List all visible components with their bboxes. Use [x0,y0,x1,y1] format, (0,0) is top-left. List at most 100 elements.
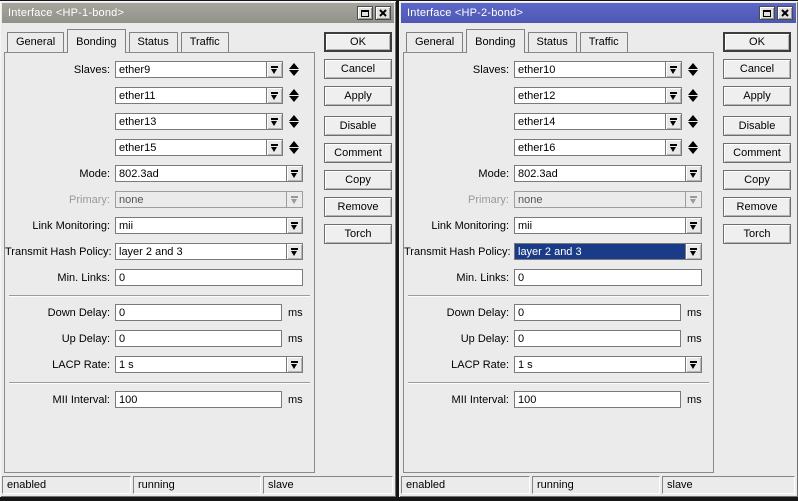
slaves-row-4 [5,139,314,156]
tab-status[interactable]: Status [527,32,577,52]
slaves-input-2[interactable] [115,87,267,104]
close-button[interactable] [777,6,793,20]
copy-button[interactable]: Copy [723,170,791,190]
up-delay-input[interactable] [514,330,681,347]
slaves-dropdown-button-4[interactable] [665,139,682,156]
dropdown-icon [291,247,298,256]
slaves-updown-spinner-1[interactable] [685,61,701,78]
primary-label: Primary: [468,193,509,206]
dropdown-icon [670,91,677,100]
titlebar[interactable]: Interface <HP-2-bond> [401,3,796,23]
cancel-button[interactable]: Cancel [324,59,392,79]
up-arrow-icon [688,141,698,147]
slaves-input-3[interactable] [514,113,666,130]
transmit-hash-policy-dropdown-button[interactable] [286,243,303,260]
mode-input[interactable] [115,165,287,182]
slaves-updown-spinner-3[interactable] [286,113,302,130]
transmit-hash-policy-label: Transmit Hash Policy: [5,245,112,258]
remove-button[interactable]: Remove [723,197,791,217]
copy-button[interactable]: Copy [324,170,392,190]
mii-interval-input[interactable] [115,391,282,408]
link-monitoring-dropdown-button[interactable] [286,217,303,234]
mii-interval-row: MII Interval: ms [404,391,713,408]
slaves-input-2[interactable] [514,87,666,104]
transmit-hash-policy-input[interactable] [514,243,686,260]
slaves-dropdown-button-2[interactable] [266,87,283,104]
disable-button[interactable]: Disable [723,116,791,136]
up-delay-input[interactable] [115,330,282,347]
mii-interval-label: MII Interval: [451,393,509,406]
link-monitoring-input[interactable] [115,217,287,234]
tab-general[interactable]: General [7,32,65,52]
maximize-button[interactable] [759,6,775,20]
tab-traffic[interactable]: Traffic [579,32,628,52]
tab-general[interactable]: General [406,32,464,52]
lacp-rate-input[interactable] [115,356,287,373]
slaves-updown-spinner-4[interactable] [685,139,701,156]
mode-input[interactable] [514,165,686,182]
comment-button[interactable]: Comment [723,143,791,163]
transmit-hash-policy-dropdown-button[interactable] [685,243,702,260]
remove-button[interactable]: Remove [324,197,392,217]
slaves-row-2 [404,87,713,104]
maximize-button[interactable] [357,6,373,20]
dropdown-icon [690,360,697,369]
apply-button[interactable]: Apply [723,86,791,106]
tab-status[interactable]: Status [128,32,178,52]
slaves-updown-spinner-2[interactable] [286,87,302,104]
tab-bonding[interactable]: Bonding [67,29,126,53]
slaves-input-3[interactable] [115,113,267,130]
lacp-rate-dropdown-button[interactable] [685,356,702,373]
down-delay-input[interactable] [115,304,282,321]
maximize-icon [361,9,369,17]
primary-dropdown-button [685,191,702,208]
tab-traffic[interactable]: Traffic [180,32,229,52]
dropdown-icon [291,360,298,369]
transmit-hash-policy-row: Transmit Hash Policy: [5,243,314,260]
up-delay-unit: ms [687,332,702,345]
lacp-rate-dropdown-button[interactable] [286,356,303,373]
lacp-rate-row: LACP Rate: [5,356,314,373]
lacp-rate-input[interactable] [514,356,686,373]
slaves-dropdown-button-3[interactable] [665,113,682,130]
slaves-dropdown-button-1[interactable] [266,61,283,78]
link-monitoring-dropdown-button[interactable] [685,217,702,234]
link-monitoring-input[interactable] [514,217,686,234]
mode-dropdown-button[interactable] [685,165,702,182]
slaves-updown-spinner-3[interactable] [685,113,701,130]
slaves-updown-spinner-4[interactable] [286,139,302,156]
slaves-input-1[interactable] [115,61,267,78]
ok-button[interactable]: OK [324,32,392,52]
transmit-hash-policy-row: Transmit Hash Policy: [404,243,713,260]
transmit-hash-policy-input[interactable] [115,243,287,260]
min-links-input[interactable] [514,269,702,286]
slaves-input-4[interactable] [115,139,267,156]
slaves-updown-spinner-1[interactable] [286,61,302,78]
torch-button[interactable]: Torch [324,224,392,244]
mii-interval-input[interactable] [514,391,681,408]
ok-button[interactable]: OK [723,32,791,52]
mode-label: Mode: [79,167,110,180]
slaves-dropdown-button-3[interactable] [266,113,283,130]
tab-bar: General Bonding Status Traffic [7,29,232,53]
min-links-input[interactable] [115,269,303,286]
cancel-button[interactable]: Cancel [723,59,791,79]
slaves-dropdown-button-1[interactable] [665,61,682,78]
interface-window: Interface <HP-1-bond> General Bonding St… [0,1,396,497]
slaves-row-1: Slaves: [5,61,314,78]
slaves-input-4[interactable] [514,139,666,156]
close-button[interactable] [375,6,391,20]
slaves-input-1[interactable] [514,61,666,78]
titlebar[interactable]: Interface <HP-1-bond> [2,3,394,23]
slaves-dropdown-button-2[interactable] [665,87,682,104]
up-arrow-icon [688,63,698,69]
torch-button[interactable]: Torch [723,224,791,244]
down-delay-input[interactable] [514,304,681,321]
slaves-updown-spinner-2[interactable] [685,87,701,104]
mode-dropdown-button[interactable] [286,165,303,182]
tab-bonding[interactable]: Bonding [466,29,525,53]
apply-button[interactable]: Apply [324,86,392,106]
slaves-dropdown-button-4[interactable] [266,139,283,156]
comment-button[interactable]: Comment [324,143,392,163]
disable-button[interactable]: Disable [324,116,392,136]
